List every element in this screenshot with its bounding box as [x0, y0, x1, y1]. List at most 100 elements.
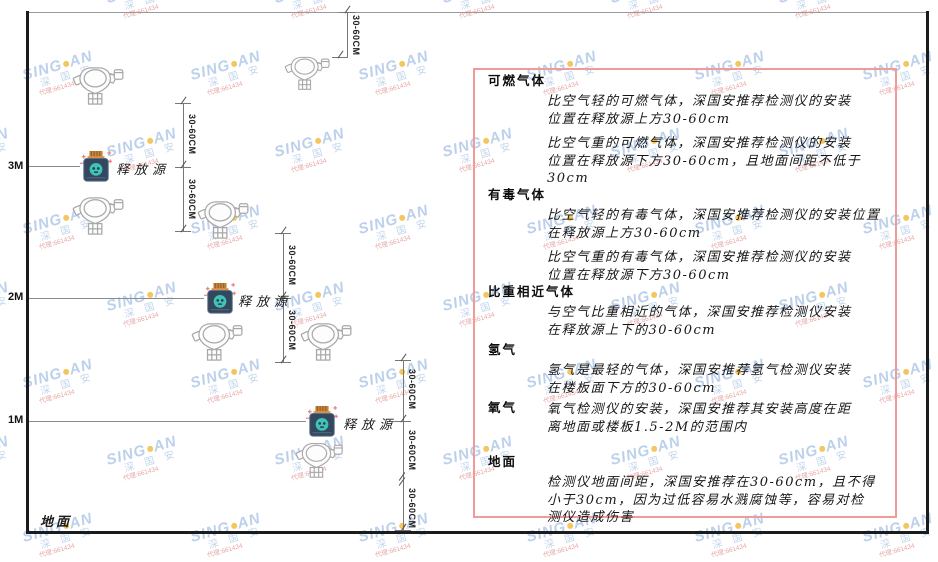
section-toxic-gas: 有毒气体 比空气轻的有毒气体，深国安推荐检测仪的安装位置 在释放源上方30-60…: [488, 188, 887, 291]
brand-dot-icon: [314, 290, 322, 299]
brand-dot-icon: [902, 521, 910, 530]
dimension-label: 30-60CM: [287, 310, 297, 351]
section-paragraph: 比空气重的可燃气体，深国安推荐检测仪的安装 位置在释放源下方30-60cm，且地…: [547, 136, 862, 186]
dimension-tick: [395, 421, 411, 422]
dimension-tick: [395, 530, 411, 531]
gas-detector-icon: [295, 440, 345, 479]
section-flammable-gas: 可燃气体 比空气轻的可燃气体，深国安推荐检测仪的安装 位置在释放源上方30-60…: [488, 74, 887, 195]
section-ground: 地面 检测仪地面间距，深国安推荐在30-60cm，且不得 小于30cm，因为过低…: [488, 455, 887, 534]
section-paragraph: 比空气轻的有毒气体，深国安推荐检测仪的安装位置 在释放源上方30-60cm: [547, 208, 881, 241]
brand-dot-icon: [314, 136, 322, 145]
brand-dot-icon: [398, 59, 406, 68]
brand-dot-icon: [230, 521, 238, 530]
dimension-label: 30-60CM: [187, 114, 197, 155]
dimension-tick: [339, 12, 355, 13]
ground-line: [26, 531, 929, 534]
brand-dot-icon: [62, 367, 70, 376]
release-source-label: 释放源: [116, 163, 171, 178]
dimension-label: 30-60CM: [187, 179, 197, 220]
brand-dot-icon: [230, 59, 238, 68]
brand-dot-icon: [146, 444, 154, 453]
dimension-tick: [332, 57, 348, 58]
brand-dot-icon: [398, 213, 406, 222]
section-oxygen: 氧气 氧气检测仪的安装，深国安推荐其安装高度在距 离地面或楼板1.5-2M的范围…: [488, 401, 887, 443]
brand-dot-icon: [902, 367, 910, 376]
brand-dot-icon: [902, 213, 910, 222]
brand-dot-icon: [734, 59, 742, 68]
brand-dot-icon: [230, 367, 238, 376]
gas-detector-icon: [197, 198, 251, 240]
brand-dot-icon: [62, 213, 70, 222]
line-1m: [29, 421, 306, 422]
section-heading: 氧气: [488, 400, 518, 415]
dimension-tick: [275, 233, 291, 234]
gas-detector-icon: [72, 194, 126, 236]
release-source-label: 释放源: [343, 418, 398, 433]
gas-detector-icon: [191, 320, 245, 362]
gas-detector-icon: [284, 54, 332, 91]
right-wall: [926, 11, 929, 533]
brand-dot-icon: [398, 367, 406, 376]
line-3m: [29, 166, 80, 167]
dimension-tick: [275, 298, 291, 299]
release-source-icon: [204, 282, 236, 316]
ceiling-line: [28, 12, 927, 13]
left-wall: [26, 11, 29, 533]
section-paragraph: 检测仪地面间距，深国安推荐在30-60cm，且不得 小于30cm，因为过低容易水…: [547, 475, 876, 525]
release-source-icon: [306, 405, 338, 439]
section-heading: 可燃气体: [488, 73, 547, 88]
dimension-label: 30-60CM: [407, 488, 417, 529]
section-heading: 地面: [488, 454, 518, 469]
dimension-tick: [175, 167, 191, 168]
section-paragraph: 比空气轻的可燃气体，深国安推荐检测仪的安装 位置在释放源上方30-60cm: [547, 94, 852, 127]
dimension-line: [403, 360, 404, 531]
ground-label: 地面: [40, 515, 73, 530]
height-label-3m: 3M: [8, 160, 24, 172]
release-source-label: 释放源: [238, 295, 293, 310]
brand-dot-icon: [566, 59, 574, 68]
section-hydrogen: 氢气 氢气是最轻的气体，深国安推荐氢气检测仪安装 在楼板面下方的30-60cm: [488, 343, 887, 404]
dimension-line: [347, 12, 348, 57]
section-heading: 有毒气体: [488, 187, 547, 202]
gas-detector-icon: [300, 320, 354, 362]
gas-detector-icon: [72, 64, 126, 106]
line-2m: [29, 298, 204, 299]
dimension-tick: [175, 231, 191, 232]
brand-dot-icon: [902, 59, 910, 68]
section-paragraph: 氢气是最轻的气体，深国安推荐氢气检测仪安装 在楼板面下方的30-60cm: [547, 363, 852, 396]
section-paragraph: 与空气比重相近的气体，深国安推荐检测仪安装 在释放源上下的30-60cm: [547, 305, 852, 338]
section-similar-density-gas: 比重相近气体 与空气比重相近的气体，深国安推荐检测仪安装 在释放源上下的30-6…: [488, 285, 887, 346]
dimension-tick: [175, 103, 191, 104]
section-paragraph: 比空气重的有毒气体，深国安推荐检测仪的安装 位置在释放源下方30-60cm: [547, 250, 852, 283]
dimension-tick: [275, 362, 291, 363]
dimension-tick: [395, 360, 411, 361]
dimension-label: 30-60CM: [287, 245, 297, 286]
section-paragraph: 氧气检测仪的安装，深国安推荐其安装高度在距 离地面或楼板1.5-2M的范围内: [547, 402, 852, 435]
brand-dot-icon: [62, 59, 70, 68]
height-label-2m: 2M: [8, 291, 24, 303]
installation-guide-panel: 可燃气体 比空气轻的可燃气体，深国安推荐检测仪的安装 位置在释放源上方30-60…: [473, 68, 897, 525]
section-heading: 比重相近气体: [488, 284, 576, 299]
brand-dot-icon: [146, 136, 154, 145]
section-heading: 氢气: [488, 342, 518, 357]
height-label-1m: 1M: [8, 414, 24, 426]
release-source-icon: [80, 150, 112, 184]
dimension-label: 30-60CM: [351, 15, 361, 56]
dimension-label: 30-60CM: [407, 430, 417, 471]
dimension-label: 30-60CM: [407, 369, 417, 410]
